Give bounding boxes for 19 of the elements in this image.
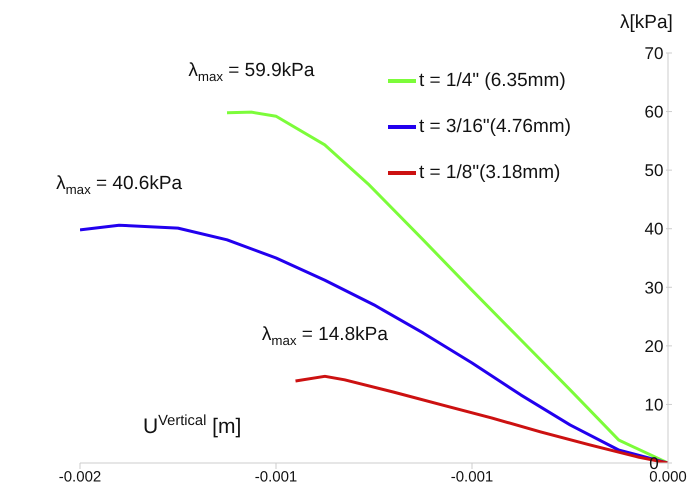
y-tick-label: 60	[644, 102, 664, 122]
annotation: λ$_{max}$ = 59.9kPa	[188, 60, 314, 84]
legend-label: t = 3/16"(4.76mm)	[419, 116, 571, 138]
y-axis-title: λ[kPa]	[620, 12, 673, 33]
y-tick-label: 20	[644, 336, 664, 356]
x-tick-label: -0.002	[58, 468, 102, 486]
x-tick-label: -0.001	[254, 468, 298, 486]
x-tick-label: -0.001	[450, 468, 494, 486]
y-tick-label: 40	[644, 220, 664, 239]
annotation: λ$_{max}$ = 14.8kPa	[262, 324, 388, 348]
legend-label: t = 1/4" (6.35mm)	[419, 70, 566, 92]
x-tick-label: 0.000	[649, 468, 687, 486]
annotation: λ$_{max}$ = 40.6kPa	[56, 173, 182, 197]
y-tick-label: 50	[644, 161, 664, 180]
x-axis-title: U$^{Vertical}$ [m]	[143, 413, 242, 438]
y-tick-label: 10	[644, 395, 664, 414]
y-tick-label: 30	[644, 278, 664, 298]
y-tick-label: 70	[644, 44, 664, 63]
legend-label: t = 1/8"(3.18mm)	[419, 162, 560, 184]
